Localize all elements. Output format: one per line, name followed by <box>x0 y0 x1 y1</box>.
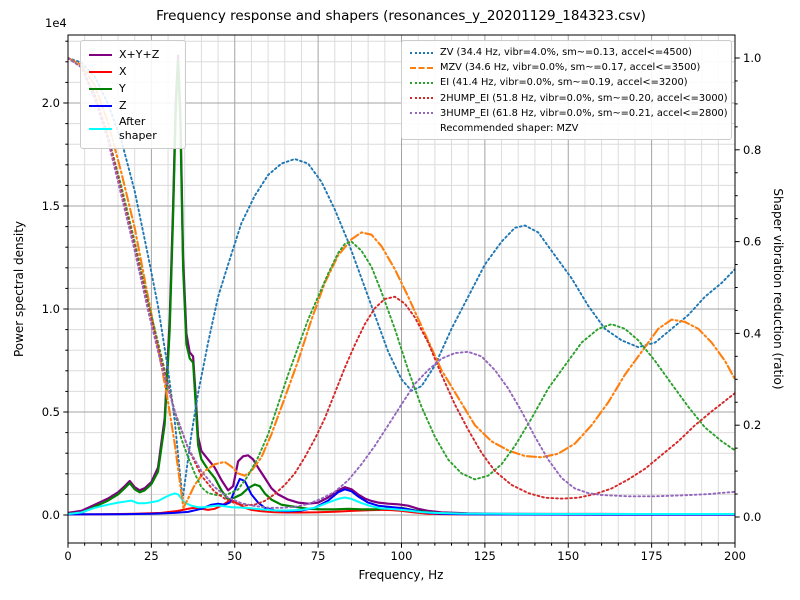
x-tick-label: 200 <box>724 549 746 563</box>
curve-ZV <box>68 57 735 500</box>
curve-X <box>68 500 735 516</box>
legend-label-2hump-ei: 2HUMP_EI (51.8 Hz, vibr=0.0%, sm~=0.20, … <box>440 92 728 104</box>
x-tick-label: 50 <box>227 549 242 563</box>
line-swatch-3hump-ei <box>410 112 433 115</box>
legend-psd: X+Y+Z X Y Z After shaper <box>80 40 186 149</box>
legend-item-xyz: X+Y+Z <box>89 46 177 63</box>
x-tick-label: 25 <box>144 549 159 563</box>
y-left-tick-label: 1.5 <box>42 199 60 213</box>
legend-label-after-shaper: After shaper <box>119 115 157 142</box>
legend-item-z: Z <box>89 97 177 114</box>
y-right-tick-label: 0.2 <box>743 418 761 432</box>
y-axis-label-left: Power spectral density <box>12 220 26 358</box>
legend-label-xyz: X+Y+Z <box>119 47 160 61</box>
legend-label-3hump-ei: 3HUMP_EI (61.8 Hz, vibr=0.0%, sm~=0.21, … <box>440 107 728 119</box>
line-swatch-xyz <box>89 53 112 56</box>
legend-label-y: Y <box>119 81 126 95</box>
y-axis-offset-label: 1e4 <box>45 16 67 30</box>
curve-3HUMP_EI <box>68 57 735 509</box>
curve-2HUMP_EI <box>68 57 735 507</box>
y-right-tick-label: 0.4 <box>743 326 761 340</box>
x-tick-label: 100 <box>391 549 413 563</box>
y-left-tick-label: 0.0 <box>42 508 60 522</box>
y-right-tick-label: 1.0 <box>743 51 761 65</box>
y-right-tick-label: 0.0 <box>743 510 761 524</box>
x-axis-label: Frequency, Hz <box>358 568 444 582</box>
line-swatch-zv <box>410 51 433 54</box>
x-tick-label: 125 <box>474 549 496 563</box>
y-left-tick-label: 1.0 <box>42 302 60 316</box>
line-swatch-after-shaper <box>89 128 112 130</box>
chart-title: Frequency response and shapers (resonanc… <box>156 8 646 24</box>
legend-footer-recommended: Recommended shaper: MZV <box>410 121 723 136</box>
curve-EI <box>68 57 735 497</box>
x-tick-label: 175 <box>641 549 663 563</box>
legend-label-ei: EI (41.4 Hz, vibr=0.0%, sm~=0.19, accel<… <box>440 77 688 89</box>
legend-item-y: Y <box>89 80 177 97</box>
legend-label-zv: ZV (34.4 Hz, vibr=4.0%, sm~=0.13, accel<… <box>440 47 692 59</box>
line-swatch-y <box>89 87 112 90</box>
legend-item-2hump-ei: 2HUMP_EI (51.8 Hz, vibr=0.0%, sm~=0.20, … <box>410 91 728 106</box>
legend-item-3hump-ei: 3HUMP_EI (61.8 Hz, vibr=0.0%, sm~=0.21, … <box>410 106 728 121</box>
curves-layer <box>68 54 735 516</box>
legend-item-ei: EI (41.4 Hz, vibr=0.0%, sm~=0.19, accel<… <box>410 75 723 90</box>
y-left-tick-label: 2.0 <box>42 96 60 110</box>
y-axis-label-right: Shaper vibration reduction (ratio) <box>771 188 785 390</box>
legend-item-after-shaper: After shaper <box>89 114 177 144</box>
y-right-tick-label: 0.8 <box>743 143 761 157</box>
x-tick-label: 150 <box>557 549 579 563</box>
legend-item-mzv: MZV (34.6 Hz, vibr=0.0%, sm~=0.17, accel… <box>410 60 723 75</box>
curve-MZV <box>68 56 735 509</box>
legend-item-zv: ZV (34.4 Hz, vibr=4.0%, sm~=0.13, accel<… <box>410 45 723 60</box>
legend-label-z: Z <box>119 98 127 112</box>
line-swatch-x <box>89 70 112 73</box>
line-swatch-z <box>89 104 112 107</box>
x-tick-label: 0 <box>64 549 71 563</box>
y-left-tick-label: 0.5 <box>42 405 60 419</box>
legend-shapers: ZV (34.4 Hz, vibr=4.0%, sm~=0.13, accel<… <box>401 40 732 141</box>
axes-layer: 0 25 50 75 100 125 150 175 200 0.0 0.5 1.0 1.5 2.0 0.0… <box>42 34 761 563</box>
legend-label-mzv: MZV (34.6 Hz, vibr=0.0%, sm~=0.17, accel… <box>440 62 701 74</box>
recommended-shaper-text: Recommended shaper: MZV <box>440 123 579 135</box>
legend-label-x: X <box>119 64 127 78</box>
curve-X+Y+Z <box>68 54 735 516</box>
line-swatch-ei <box>410 81 433 84</box>
curve-After <box>68 492 735 515</box>
line-swatch-2hump-ei <box>410 97 433 100</box>
line-swatch-mzv <box>410 66 433 69</box>
x-tick-label: 75 <box>311 549 326 563</box>
legend-item-x: X <box>89 63 177 80</box>
y-right-tick-label: 0.6 <box>743 235 761 249</box>
